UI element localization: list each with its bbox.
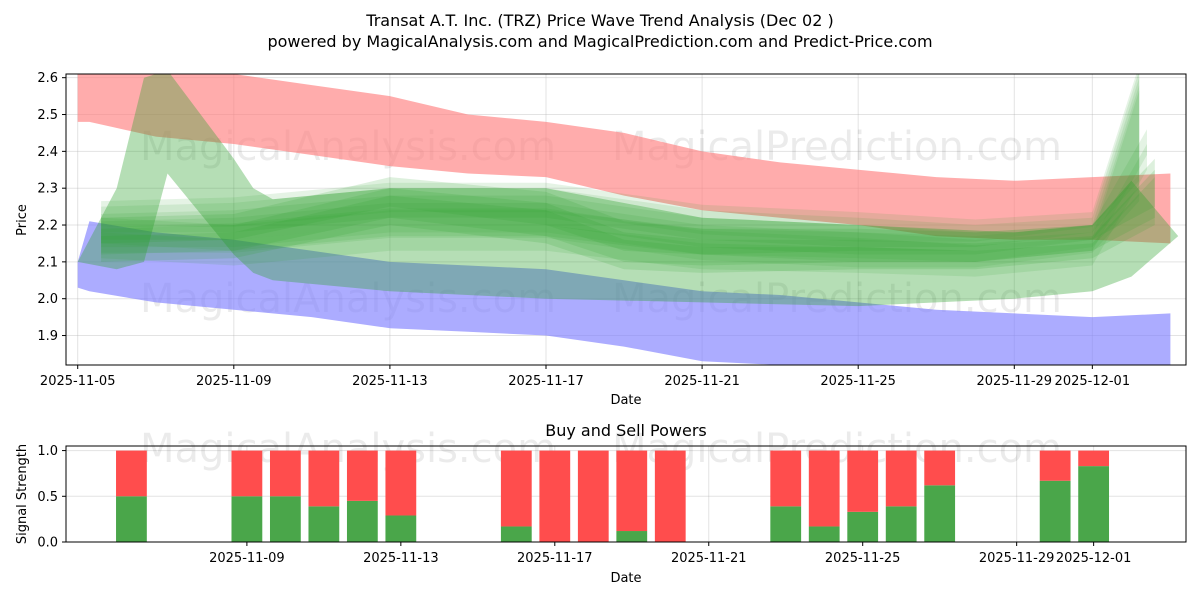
sell-bar [847, 450, 879, 512]
buy-bar [616, 531, 648, 542]
x-tick-label: 2025-11-13 [352, 374, 428, 389]
y-tick-label: 0.0 [37, 536, 58, 551]
power-bars [116, 450, 1110, 542]
wave-band-area [101, 129, 1148, 262]
sell-bar [346, 450, 378, 501]
price-x-label: Date [610, 393, 641, 408]
wave-band-area [101, 177, 1155, 273]
chart-title: Transat A.T. Inc. (TRZ) Price Wave Trend… [365, 11, 833, 30]
sell-bar [269, 450, 301, 497]
sell-bar [770, 450, 802, 507]
x-tick-label: 2025-11-29 [977, 374, 1053, 389]
wave-band-area [101, 169, 1155, 266]
x-tick-label: 2025-11-13 [363, 551, 439, 566]
buy-bar [847, 511, 879, 542]
wave-band-area [101, 74, 1140, 248]
sell-bar [308, 450, 340, 507]
x-tick-label: 2025-11-09 [209, 551, 285, 566]
x-tick-label: 2025-12-01 [1056, 551, 1132, 566]
power-axes-frame [65, 445, 1187, 543]
wave-band-area [101, 77, 1140, 255]
sell-bar [577, 450, 609, 542]
sell-bar [654, 450, 686, 542]
x-tick-label: 2025-11-21 [671, 551, 747, 566]
price-panel: MagicalAnalysis.com MagicalPrediction.co… [15, 71, 1187, 408]
sell-bar [500, 450, 532, 527]
x-tick-label: 2025-11-17 [508, 374, 584, 389]
sell-bar [1078, 450, 1110, 467]
buy-bar [885, 506, 917, 542]
buy-bar [1039, 480, 1071, 542]
x-tick-label: 2025-11-29 [979, 551, 1055, 566]
price-axes-frame [65, 73, 1187, 366]
buy-bar [500, 526, 532, 542]
y-tick-label: 0.5 [37, 490, 58, 505]
buy-bar [269, 496, 301, 542]
wave-band-area [101, 90, 1140, 268]
wave-band-area [101, 85, 1140, 262]
x-tick-label: 2025-11-09 [196, 374, 272, 389]
x-tick-label: 2025-12-01 [1055, 374, 1131, 389]
power-panel: Buy and Sell Powers MagicalAnalysis.com … [15, 421, 1187, 586]
buy-bar [808, 526, 840, 542]
buy-bar [770, 506, 802, 542]
sell-bar [385, 450, 417, 516]
y-tick-label: 2.5 [37, 108, 58, 123]
sell-bar [885, 450, 917, 507]
buy-bar [116, 496, 147, 542]
price-ticks: 2025-11-05 2025-11-09 2025-11-13 2025-11-17… [37, 71, 1130, 389]
sell-bar [1039, 450, 1071, 481]
sell-bar [116, 450, 147, 497]
x-tick-label: 2025-11-25 [825, 551, 901, 566]
y-tick-label: 2.6 [37, 71, 58, 86]
buy-bar [308, 506, 340, 542]
sell-bar [616, 450, 648, 532]
y-tick-label: 2.0 [37, 292, 58, 307]
sell-bar [539, 450, 571, 542]
sell-bar [924, 450, 956, 486]
chart-subtitle: powered by MagicalAnalysis.com and Magic… [267, 32, 932, 51]
buy-bar [346, 500, 378, 542]
sell-bar [231, 450, 263, 497]
lower-band-area [77, 221, 1171, 365]
y-tick-label: 1.9 [37, 329, 58, 344]
upper-band-area [77, 74, 1171, 244]
y-tick-label: 2.2 [37, 219, 58, 234]
y-tick-label: 2.1 [37, 255, 58, 270]
power-title: Buy and Sell Powers [545, 421, 707, 440]
price-y-label: Price [15, 204, 30, 236]
power-y-label: Signal Strength [15, 444, 30, 544]
buy-bar [924, 485, 956, 542]
power-ticks: 2025-11-09 2025-11-13 2025-11-17 2025-11-21… [37, 444, 1131, 566]
y-tick-label: 2.3 [37, 182, 58, 197]
buy-bar [385, 515, 417, 542]
buy-bar [1078, 466, 1110, 542]
wave-band-area [101, 74, 1140, 242]
wave-band-area [101, 144, 1148, 277]
price-bands [77, 74, 1179, 365]
x-tick-label: 2025-11-25 [820, 374, 896, 389]
y-tick-label: 2.4 [37, 145, 58, 160]
sell-bar [808, 450, 840, 527]
x-tick-label: 2025-11-17 [517, 551, 593, 566]
power-x-label: Date [610, 571, 641, 586]
x-tick-label: 2025-11-21 [664, 374, 740, 389]
y-tick-label: 1.0 [37, 444, 58, 459]
x-tick-label: 2025-11-05 [40, 374, 116, 389]
buy-bar [231, 496, 263, 542]
wave-band-area [77, 74, 1179, 307]
wave-band-area [101, 158, 1155, 255]
